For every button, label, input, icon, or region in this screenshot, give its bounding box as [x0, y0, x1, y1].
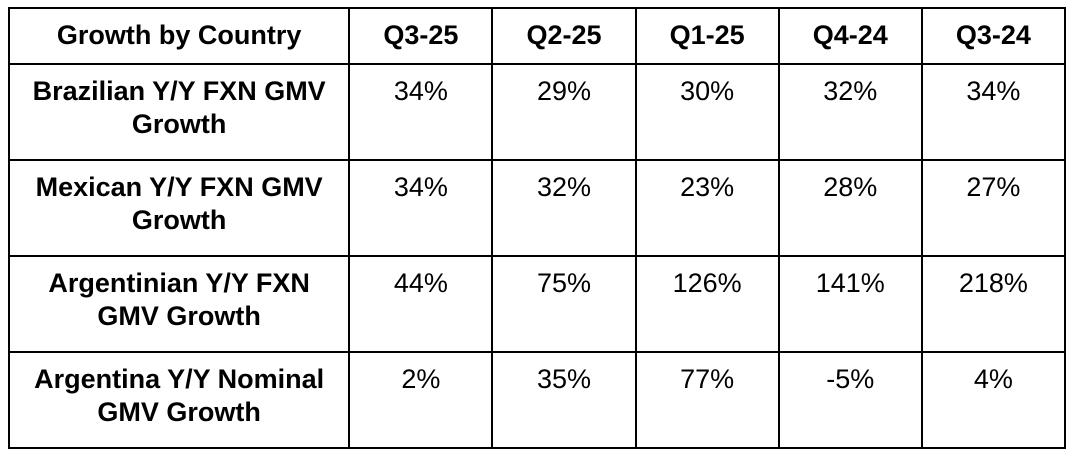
column-header-q1-25: Q1-25	[634, 7, 780, 65]
column-header-q3-24: Q3-24	[920, 7, 1067, 65]
table-row-argentina-nominal: Argentina Y/Y Nominal GMV Growth 2% 35% …	[7, 351, 1067, 449]
table-cell: 2%	[348, 351, 494, 449]
table-cell: 34%	[920, 63, 1067, 161]
table-cell: 218%	[920, 255, 1067, 353]
table-cell: 29%	[491, 63, 637, 161]
growth-by-country-table: Growth by Country Q3-25 Q2-25 Q1-25 Q4-2…	[7, 7, 1067, 449]
table-cell: 141%	[777, 255, 923, 353]
row-label-brazil: Brazilian Y/Y FXN GMV Growth	[7, 63, 351, 161]
column-header-q4-24: Q4-24	[777, 7, 923, 65]
table-cell: 27%	[920, 159, 1067, 257]
table-cell: 34%	[348, 63, 494, 161]
row-label-mexico: Mexican Y/Y FXN GMV Growth	[7, 159, 351, 257]
table-cell: -5%	[777, 351, 923, 449]
table-cell: 44%	[348, 255, 494, 353]
table-cell: 75%	[491, 255, 637, 353]
table-cell: 23%	[634, 159, 780, 257]
table-cell: 32%	[777, 63, 923, 161]
table-row-brazil: Brazilian Y/Y FXN GMV Growth 34% 29% 30%…	[7, 63, 1067, 161]
column-header-q3-25: Q3-25	[348, 7, 494, 65]
table-row-mexico: Mexican Y/Y FXN GMV Growth 34% 32% 23% 2…	[7, 159, 1067, 257]
table-cell: 30%	[634, 63, 780, 161]
table-cell: 32%	[491, 159, 637, 257]
table-cell: 28%	[777, 159, 923, 257]
table-cell: 126%	[634, 255, 780, 353]
table-header-row: Growth by Country Q3-25 Q2-25 Q1-25 Q4-2…	[7, 7, 1067, 65]
table-title-growth-by-country: Growth by Country	[7, 7, 351, 65]
row-label-argentina-fxn: Argentinian Y/Y FXN GMV Growth	[7, 255, 351, 353]
table-cell: 35%	[491, 351, 637, 449]
table-cell: 34%	[348, 159, 494, 257]
table-row-argentina-fxn: Argentinian Y/Y FXN GMV Growth 44% 75% 1…	[7, 255, 1067, 353]
column-header-q2-25: Q2-25	[491, 7, 637, 65]
table-cell: 4%	[920, 351, 1067, 449]
table-cell: 77%	[634, 351, 780, 449]
row-label-argentina-nominal: Argentina Y/Y Nominal GMV Growth	[7, 351, 351, 449]
